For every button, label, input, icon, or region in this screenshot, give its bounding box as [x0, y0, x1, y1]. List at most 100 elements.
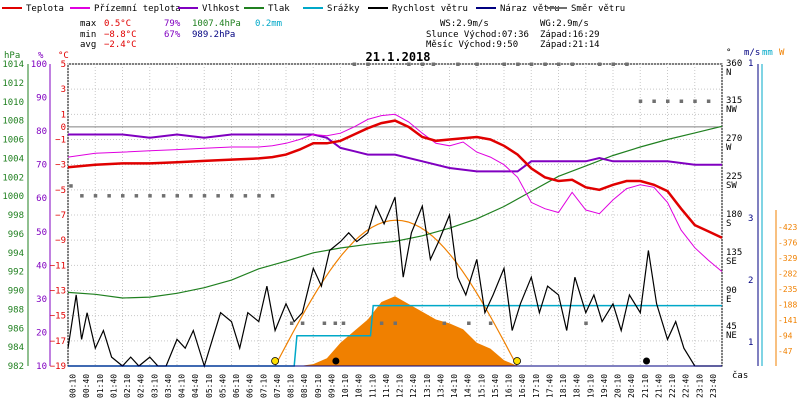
legend-label: Srážky — [327, 4, 360, 14]
stat-label: min — [80, 30, 96, 40]
hpa-tick: 984 — [8, 343, 24, 353]
x-tick: 05:10 — [205, 374, 214, 398]
series-temperature — [67, 119, 723, 239]
dir-tick: 45 — [726, 322, 737, 332]
sun-tick: -94 — [778, 332, 793, 341]
x-tick: 01:10 — [96, 374, 105, 398]
temp-tick: −5 — [55, 186, 66, 196]
plot-area — [67, 62, 723, 369]
sun-tick: -47 — [778, 347, 793, 356]
wind-direction-point — [243, 194, 248, 198]
hpa-tick: 1008 — [2, 117, 24, 127]
right-axes: ° m/s mm W360N315NW270W225SW180S135SE90E45N… — [726, 48, 797, 366]
wind-direction-point — [230, 194, 234, 198]
dir-cardinal: NE — [726, 331, 737, 341]
dir-axis-title: ° — [726, 48, 731, 58]
hpa-tick: 1006 — [2, 136, 24, 146]
wind-direction-point — [679, 99, 684, 103]
legend-label: Náraz větru — [500, 4, 560, 14]
x-tick: 15:10 — [477, 374, 486, 398]
wind-direction-point — [134, 194, 139, 198]
wind-direction-point — [638, 99, 643, 103]
wind-direction-point — [431, 62, 436, 66]
dir-cardinal: W — [726, 143, 732, 153]
wind-direction-point — [121, 194, 125, 198]
hpa-axis-title: hPa — [4, 51, 20, 61]
dir-cardinal: NW — [726, 105, 737, 115]
wind-direction-point — [543, 62, 547, 66]
wind-direction-point — [516, 62, 520, 66]
temp-tick: −17 — [50, 337, 66, 347]
moonset-text: Západ:21:14 — [540, 40, 600, 50]
hpa-tick: 994 — [8, 249, 24, 259]
dir-cardinal: SE — [726, 257, 737, 267]
x-tick: 08:40 — [300, 374, 309, 398]
series-humidity — [68, 133, 722, 173]
series-wind-speed — [67, 196, 722, 369]
x-tick: 13:40 — [436, 374, 445, 398]
x-tick: 03:10 — [150, 374, 159, 398]
wind-direction-point — [570, 62, 575, 66]
x-tick: 08:10 — [287, 374, 296, 398]
wind-direction-point — [333, 321, 338, 325]
pct-axis-title: % — [38, 51, 44, 61]
temp-tick: 5 — [61, 60, 66, 70]
legend-label: Směr větru — [571, 4, 625, 14]
legend-label: Tlak — [268, 4, 290, 14]
wind-speed-now: WS:2.9m/s — [440, 19, 489, 29]
x-tick: 19:40 — [600, 374, 609, 398]
x-tick: 15:40 — [491, 374, 500, 398]
wind-direction-point — [93, 194, 98, 198]
x-tick: 17:40 — [545, 374, 554, 398]
hpa-tick: 1014 — [2, 60, 24, 70]
wind-gust-now: WG:2.9m/s — [540, 19, 589, 29]
hpa-tick: 988 — [8, 305, 24, 315]
x-axis: 00:10 00:40 01:10 01:40 02:10 02:40 03:10 03:40… — [69, 370, 749, 398]
stat-label: avg — [80, 40, 96, 50]
x-tick: 14:40 — [464, 374, 473, 398]
wind-direction-point — [148, 194, 152, 198]
sun-tick: -376 — [778, 239, 797, 248]
temp-tick: 3 — [61, 85, 66, 95]
wind-direction-point — [189, 194, 193, 198]
stats-panel: max 0.5°C 79% 1007.4hPa 0.2mm min −8.8°C 67% 989… — [80, 19, 282, 50]
temp-zero-tick: 0 — [61, 123, 66, 133]
wind-direction-point — [529, 62, 534, 66]
temp-axis-title: °C — [58, 51, 69, 61]
sun-tick: -329 — [778, 254, 797, 263]
stat-value: 0.2mm — [255, 19, 282, 29]
pct-tick: 100 — [31, 60, 47, 70]
x-tick: 11:40 — [382, 374, 391, 398]
stat-value: −2.4°C — [104, 40, 137, 50]
wind-direction-point — [488, 321, 493, 325]
left-axes: hPa% °C1014101210101008100610041002100099… — [2, 51, 69, 372]
sunrise-text: Slunce Východ:07:36 — [426, 30, 529, 40]
x-axis-title: čas — [732, 370, 748, 381]
dir-tick: 90 — [726, 286, 737, 296]
x-tick: 01:40 — [109, 374, 118, 398]
x-tick: 06:40 — [246, 374, 255, 398]
chart-title: 21.1.2018 — [365, 50, 430, 64]
wind-direction-point — [407, 62, 411, 66]
legend-label: Teplota — [26, 4, 64, 14]
wind-direction-point — [366, 62, 370, 66]
x-tick: 04:40 — [191, 374, 200, 398]
legend-label: Přízemní teplota — [94, 4, 181, 14]
legend-label: Vlhkost — [202, 4, 240, 14]
x-tick: 03:40 — [164, 374, 173, 398]
hpa-tick: 1010 — [2, 98, 24, 108]
pct-tick: 60 — [36, 194, 47, 204]
wind-direction-point — [502, 62, 506, 66]
wind-direction-point — [475, 62, 479, 66]
pct-tick: 70 — [36, 161, 47, 171]
wind-direction-point — [69, 184, 73, 188]
wind-direction-point — [322, 321, 327, 325]
mm-axis-title: mm — [762, 48, 773, 58]
wind-direction-point — [175, 194, 179, 198]
wind-direction-point — [666, 99, 670, 103]
dir-tick: 180 — [726, 210, 742, 220]
temp-tick: −7 — [55, 211, 66, 221]
dir-tick: 360 — [726, 59, 742, 69]
sunset-marker — [513, 357, 521, 365]
moonrise-marker — [332, 357, 340, 365]
